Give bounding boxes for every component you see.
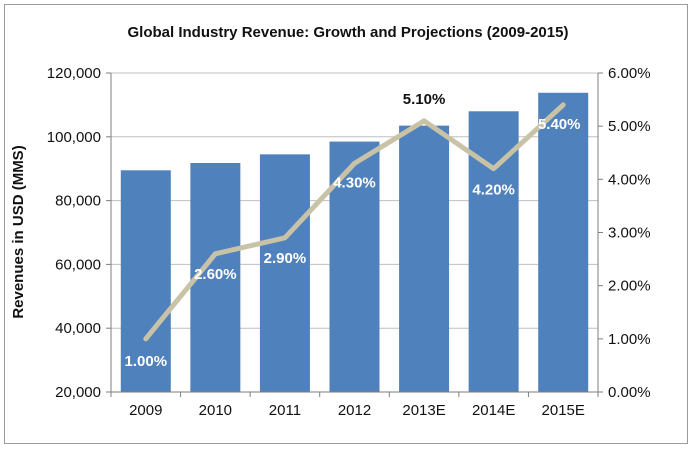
x-tick-label: 2009 — [129, 402, 162, 419]
x-tick-label: 2015E — [542, 402, 585, 419]
y-tick-label: 40,000 — [55, 320, 101, 337]
y-tick-label: 120,000 — [47, 65, 101, 82]
bar-series — [120, 92, 589, 392]
y-axis-left-ticks: 20,000 40,000 60,000 80,000 100,000 120,000 — [47, 65, 111, 401]
x-tick-label: 2013E — [402, 402, 445, 419]
x-tick-label: 2012 — [338, 402, 371, 419]
growth-data-label: 2.60% — [194, 266, 237, 283]
x-tick-label: 2010 — [199, 402, 232, 419]
growth-data-label: 1.00% — [125, 353, 168, 370]
y2-tick-label: 2.00% — [608, 278, 651, 295]
revenue-bar — [259, 154, 310, 392]
growth-data-label: 5.10% — [403, 91, 446, 108]
x-tick-label: 2014E — [472, 402, 515, 419]
growth-point — [353, 162, 356, 165]
revenue-bar — [120, 170, 171, 392]
growth-point — [144, 337, 147, 340]
y-axis-label: Revenues in USD (MMS) — [10, 145, 27, 318]
y2-tick-label: 4.00% — [608, 171, 651, 188]
x-tick-label: 2011 — [269, 402, 301, 419]
growth-point — [214, 252, 217, 255]
growth-point — [562, 103, 565, 106]
y2-tick-label: 0.00% — [608, 384, 651, 401]
chart-title: Global Industry Revenue: Growth and Proj… — [128, 24, 569, 41]
y-tick-label: 20,000 — [55, 384, 101, 401]
y2-tick-label: 5.00% — [608, 118, 651, 135]
x-axis-ticks: 2009 2010 2011 2012 2013E 2014E 2015E — [110, 392, 599, 419]
growth-data-label: 4.30% — [333, 174, 376, 191]
growth-data-labels: 1.00% 2.60% 2.90% 4.30% 5.10% 4.20% 5.40% — [125, 91, 581, 370]
growth-line-series — [143, 102, 566, 342]
y-tick-label: 80,000 — [55, 193, 101, 210]
growth-data-label: 5.40% — [538, 116, 581, 133]
y-tick-label: 100,000 — [47, 129, 101, 146]
growth-point — [492, 167, 495, 170]
revenue-bar — [538, 92, 589, 392]
y2-tick-label: 3.00% — [608, 225, 651, 242]
growth-point — [423, 119, 426, 122]
revenue-bar — [399, 125, 450, 392]
growth-data-label: 4.20% — [472, 182, 515, 199]
growth-data-label: 2.90% — [264, 250, 307, 267]
y-tick-label: 60,000 — [55, 256, 101, 273]
y2-tick-label: 1.00% — [608, 331, 651, 348]
growth-point — [283, 236, 286, 239]
y-axis-right-ticks: 0.00% 1.00% 2.00% 3.00% 4.00% 5.00% 6.00% — [598, 65, 651, 401]
y2-tick-label: 6.00% — [608, 65, 651, 82]
